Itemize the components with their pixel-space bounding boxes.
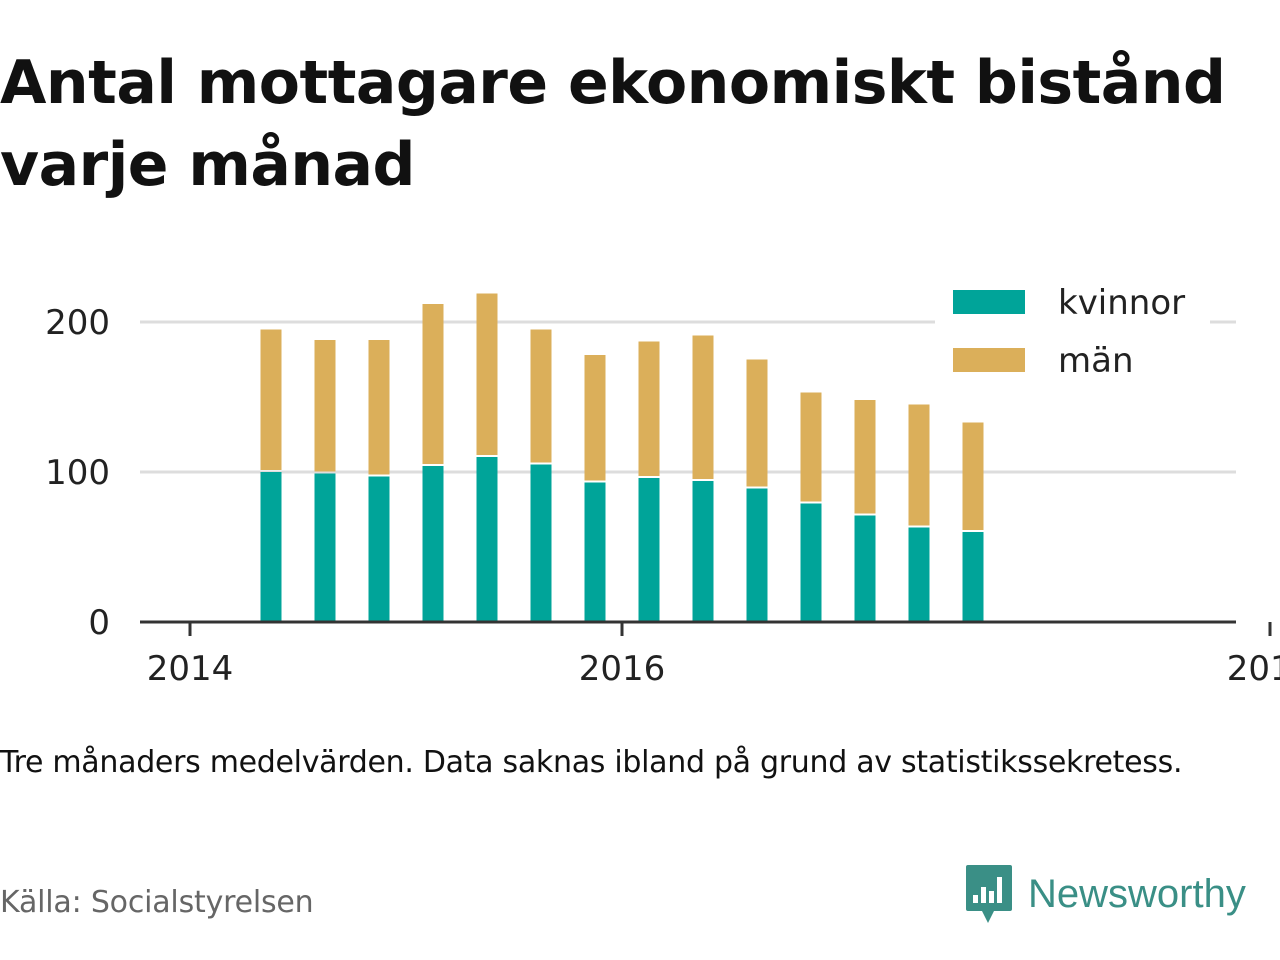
bar-män-2017-Q2 <box>908 404 930 526</box>
bar-män-2014-Q3 <box>314 340 336 472</box>
x-tick-label-2016: 2016 <box>579 649 666 689</box>
bar-kvinnor-2016-Q1 <box>638 478 660 622</box>
bar-kvinnor-2014-Q3 <box>314 473 336 622</box>
bar-män-2017-Q3 <box>962 422 984 530</box>
y-tick-label-0: 0 <box>88 603 110 643</box>
bar-män-2016-Q4 <box>800 392 822 502</box>
y-tick-label-100: 100 <box>45 453 110 493</box>
bar-män-2016-Q2 <box>692 335 714 479</box>
chart-title: Antal mottagare ekonomiskt bistånd varje… <box>0 48 1226 200</box>
brand-name: Newsworthy <box>1028 871 1246 916</box>
x-tick-label-2019: 2019 <box>1227 649 1280 689</box>
bar-män-2014-Q4 <box>368 340 390 475</box>
legend: kvinnor män <box>935 276 1210 396</box>
bar-män-2016-Q1 <box>638 341 660 476</box>
bar-kvinnor-2015-Q1 <box>422 466 444 622</box>
bar-kvinnor-2014-Q4 <box>368 476 390 622</box>
bar-män-2016-Q3 <box>746 359 768 487</box>
bar-män-2015-Q3 <box>530 329 552 463</box>
bar-kvinnor-2017-Q3 <box>962 532 984 622</box>
bar-kvinnor-2015-Q2 <box>476 457 498 622</box>
newsworthy-logo-icon <box>966 865 1012 923</box>
legend-label-kvinnor: kvinnor <box>1058 283 1185 323</box>
bar-kvinnor-2015-Q4 <box>584 482 606 622</box>
bar-kvinnor-2017-Q2 <box>908 527 930 622</box>
bar-kvinnor-2016-Q3 <box>746 488 768 622</box>
x-tick-label-2014: 2014 <box>147 649 234 689</box>
brand-logo: Newsworthy <box>964 862 1246 926</box>
bar-män-2015-Q2 <box>476 293 498 455</box>
axes: 010020020142016201920212023 <box>45 303 1280 689</box>
y-tick-label-200: 200 <box>45 303 110 343</box>
bar-män-2015-Q4 <box>584 355 606 481</box>
legend-swatch-kvinnor <box>953 290 1025 314</box>
bar-kvinnor-2016-Q2 <box>692 481 714 622</box>
bar-kvinnor-2014-Q2 <box>260 472 282 622</box>
bar-män-2014-Q2 <box>260 329 282 470</box>
source-label: Källa: Socialstyrelsen <box>0 885 314 920</box>
legend-swatch-män <box>953 348 1025 372</box>
bar-kvinnor-2017-Q1 <box>854 515 876 622</box>
bar-kvinnor-2015-Q3 <box>530 464 552 622</box>
bar-män-2017-Q1 <box>854 400 876 514</box>
bar-kvinnor-2016-Q4 <box>800 503 822 622</box>
legend-label-män: män <box>1058 341 1134 381</box>
bars <box>260 293 984 622</box>
chart-note: Tre månaders medelvärden. Data saknas ib… <box>0 745 1183 780</box>
bar-män-2015-Q1 <box>422 304 444 464</box>
